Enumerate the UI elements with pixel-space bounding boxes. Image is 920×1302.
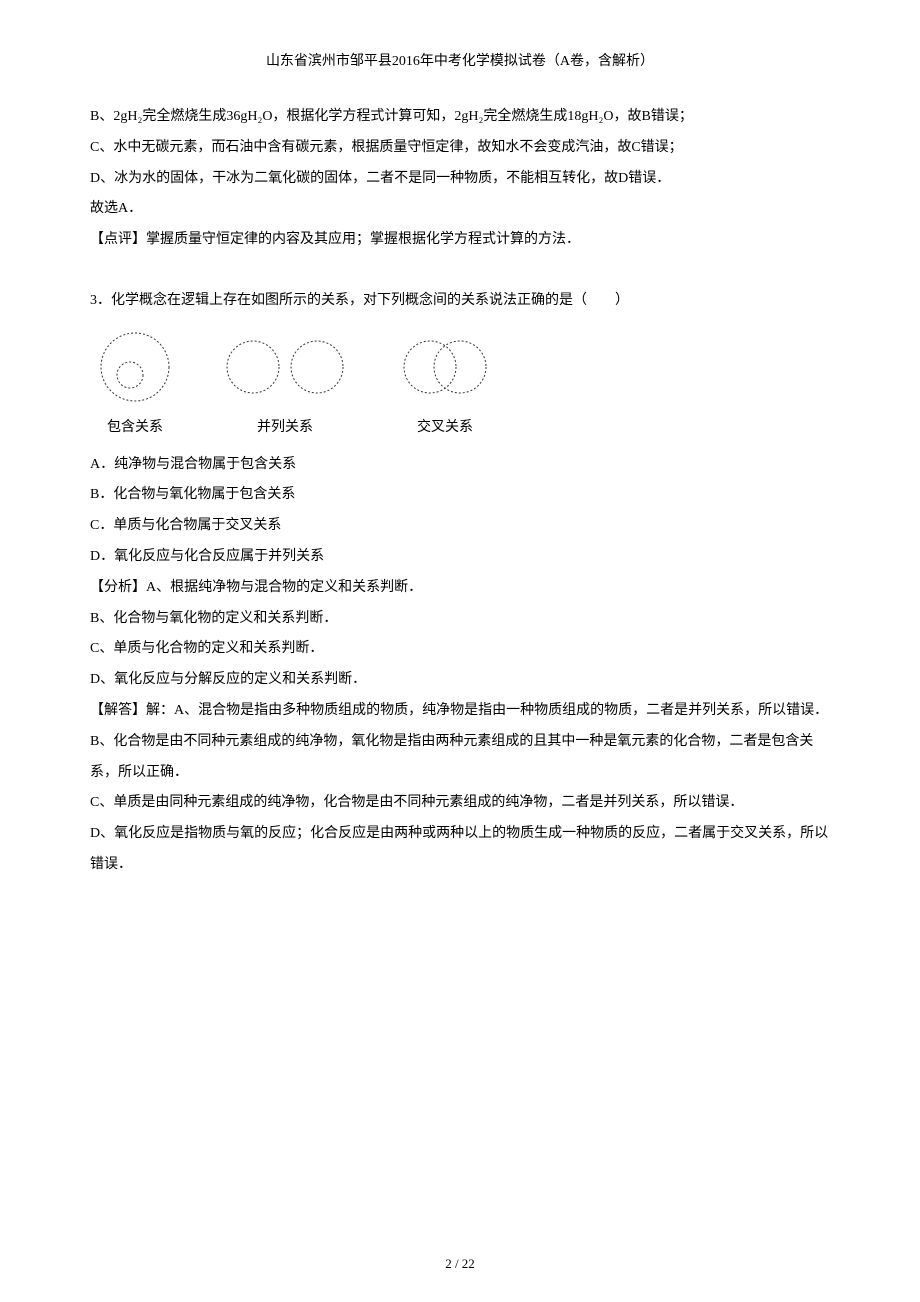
option-c: C．单质与化合物属于交叉关系 bbox=[90, 511, 830, 542]
diagram-inclusion-label: 包含关系 bbox=[107, 413, 163, 444]
answer-c: C、单质是由同种元素组成的纯净物，化合物是由不同种元素组成的纯净物，二者是并列关… bbox=[90, 788, 830, 819]
para-answer: 故选A． bbox=[90, 194, 830, 225]
page-number: 2 / 22 bbox=[445, 1256, 475, 1271]
para-b: B、2gH₂完全燃烧生成36gH₂O，根据化学方程式计算可知，2gH₂完全燃烧生… bbox=[90, 102, 830, 133]
para-d: D、冰为水的固体，干冰为二氧化碳的固体，二者不是同一种物质，不能相互转化，故D错… bbox=[90, 164, 830, 195]
para-c: C、水中无碳元素，而石油中含有碳元素，根据质量守恒定律，故知水不会变成汽油，故C… bbox=[90, 133, 830, 164]
analysis-a: 【分析】A、根据纯净物与混合物的定义和关系判断． bbox=[90, 573, 830, 604]
analysis-b: B、化合物与氧化物的定义和关系判断． bbox=[90, 604, 830, 635]
diagram-inclusion: 包含关系 bbox=[90, 327, 180, 444]
answer-b: B、化合物是由不同种元素组成的纯净物，氧化物是指由两种元素组成的且其中一种是氧元… bbox=[90, 727, 830, 789]
option-a: A．纯净物与混合物属于包含关系 bbox=[90, 450, 830, 481]
parallel-svg bbox=[220, 327, 350, 407]
diagram-cross-label: 交叉关系 bbox=[417, 413, 473, 444]
diagram-parallel: 并列关系 bbox=[220, 327, 350, 444]
para-review: 【点评】掌握质量守恒定律的内容及其应用；掌握根据化学方程式计算的方法． bbox=[90, 225, 830, 256]
answer-d: D、氧化反应是指物质与氧的反应；化合反应是由两种或两种以上的物质生成一种物质的反… bbox=[90, 819, 830, 881]
diagram-parallel-label: 并列关系 bbox=[257, 413, 313, 444]
diagram-cross: 交叉关系 bbox=[390, 327, 500, 444]
option-d: D．氧化反应与化合反应属于并列关系 bbox=[90, 542, 830, 573]
analysis-c: C、单质与化合物的定义和关系判断． bbox=[90, 634, 830, 665]
header-title: 山东省滨州市邹平县2016年中考化学模拟试卷（A卷，含解析） bbox=[266, 54, 654, 69]
analysis-d: D、氧化反应与分解反应的定义和关系判断． bbox=[90, 665, 830, 696]
answer-a: 【解答】解：A、混合物是指由多种物质组成的物质，纯净物是指由一种物质组成的物质，… bbox=[90, 696, 830, 727]
inclusion-svg bbox=[90, 327, 180, 407]
cross-svg bbox=[390, 327, 500, 407]
option-b: B．化合物与氧化物属于包含关系 bbox=[90, 480, 830, 511]
question-3: 3．化学概念在逻辑上存在如图所示的关系，对下列概念间的关系说法正确的是（ ） bbox=[90, 286, 830, 317]
diagram-row: 包含关系 并列关系 交叉关系 bbox=[90, 327, 830, 444]
page-footer: 2 / 22 bbox=[0, 1256, 920, 1272]
main-content: B、2gH₂完全燃烧生成36gH₂O，根据化学方程式计算可知，2gH₂完全燃烧生… bbox=[90, 102, 830, 881]
page-header: 山东省滨州市邹平县2016年中考化学模拟试卷（A卷，含解析） bbox=[90, 50, 830, 70]
